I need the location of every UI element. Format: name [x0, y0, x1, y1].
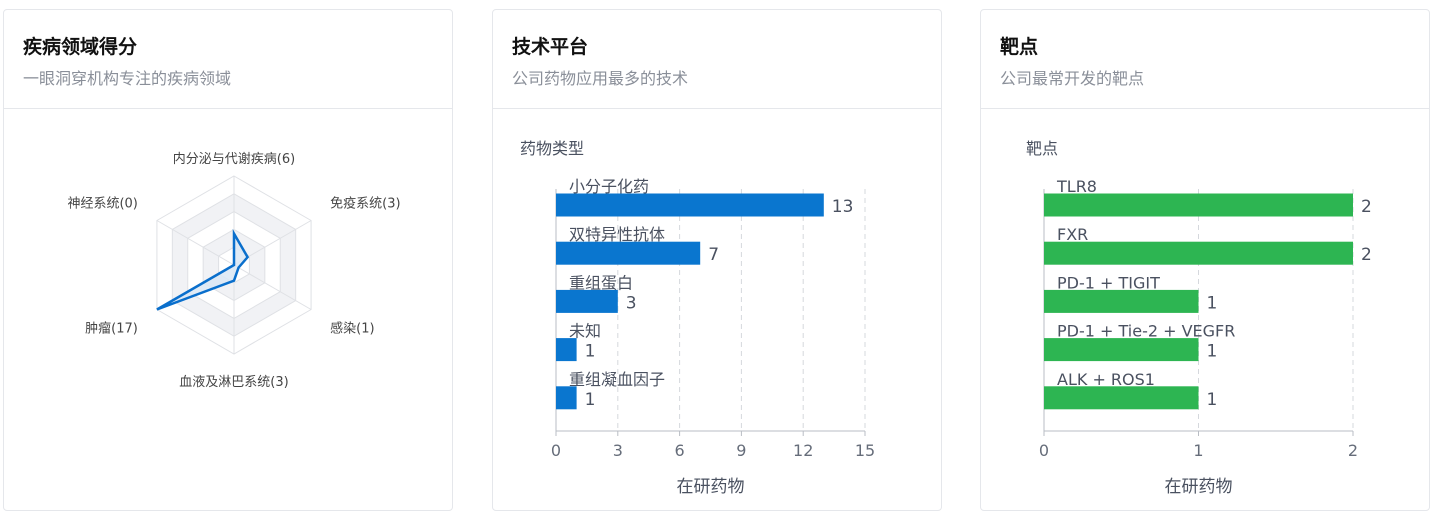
- category-label: ALK + ROS1: [1057, 370, 1155, 389]
- bar: [1044, 241, 1353, 265]
- x-tick-label: 15: [855, 441, 875, 460]
- bar-value-label: 2: [1361, 245, 1372, 265]
- bar: [556, 289, 618, 313]
- category-label: PD-1 + TIGIT: [1057, 273, 1160, 292]
- category-label: 重组蛋白: [569, 273, 633, 292]
- category-label: TLR8: [1056, 177, 1097, 196]
- radar-chart-area: 内分泌与代谢疾病(6) 免疫系统(3) 感染(1) 血液及淋巴系统(3) 肿瘤(17) 神…: [4, 109, 452, 510]
- x-axis-title: 在研药物: [1165, 477, 1233, 497]
- card-title: 技术平台: [512, 36, 589, 58]
- bar-value-label: 1: [1207, 293, 1218, 313]
- card-header: 技术平台 公司药物应用最多的技术: [493, 10, 941, 109]
- category-label: 双特异性抗体: [569, 225, 665, 244]
- x-tick-label: 3: [613, 441, 623, 460]
- tech-platform-card: 技术平台 公司药物应用最多的技术 药物类型 0 3 6 9 12 15 小分子化药 13 双特异性…: [492, 9, 942, 511]
- radar-axis-line: [156, 220, 235, 266]
- bar-value-label: 1: [1207, 390, 1218, 410]
- bar-value-label: 2: [1361, 197, 1372, 217]
- y-axis-title: 药物类型: [520, 139, 584, 158]
- category-label: 重组凝血因子: [569, 370, 665, 389]
- bar: [556, 386, 577, 410]
- category-label: 小分子化药: [569, 177, 649, 196]
- category-label: FXR: [1057, 225, 1088, 244]
- card-subtitle: 一眼洞穿机构专注的疾病领域: [23, 69, 232, 88]
- category-label: 未知: [569, 322, 601, 341]
- bar-value-label: 3: [626, 293, 637, 313]
- radar-axis-label: 肿瘤(17): [85, 321, 138, 337]
- bar: [556, 241, 701, 265]
- bar-value-label: 1: [585, 342, 596, 362]
- card-title: 靶点: [1000, 36, 1039, 58]
- x-tick-label: 2: [1348, 441, 1358, 460]
- radar-axis-label: 免疫系统(3): [330, 196, 400, 212]
- y-axis-title: 靶点: [1026, 139, 1058, 158]
- bar-value-label: 13: [832, 197, 854, 217]
- bar: [1044, 289, 1199, 313]
- radar-axis-line: [233, 264, 312, 310]
- bar-value-label: 1: [585, 390, 596, 410]
- bar: [556, 338, 577, 362]
- category-label: PD-1 + Tie-2 + VEGFR: [1057, 322, 1235, 341]
- radar-chart: 内分泌与代谢疾病(6) 免疫系统(3) 感染(1) 血液及淋巴系统(3) 肿瘤(17) 神…: [67, 151, 400, 390]
- x-tick-label: 6: [675, 441, 685, 460]
- radar-series-area: [156, 228, 250, 311]
- x-tick-label: 1: [1193, 441, 1203, 460]
- x-tick-label: 0: [1039, 441, 1049, 460]
- x-tick-label: 12: [793, 441, 813, 460]
- disease-area-card: 疾病领域得分 一眼洞穿机构专注的疾病领域 内分泌与代谢疾病(6) 免疫系统(3) 感…: [3, 9, 453, 511]
- radar-axis-label: 神经系统(0): [67, 197, 137, 212]
- bar-chart-area: 药物类型 0 3 6 9 12 15 小分子化药 13 双特异性抗体 7 重组蛋白 3 未知 1 重组凝血因子…: [493, 109, 941, 510]
- radar-axis-label: 血液及淋巴系统(3): [179, 375, 288, 390]
- card-subtitle: 公司最常开发的靶点: [1000, 69, 1145, 88]
- x-tick-label: 0: [551, 441, 561, 460]
- bar-chart-area: 靶点 0 1 2 TLR8 2 FXR 2 PD-1 + TIGIT 1 PD-1 + Tie-2 …: [981, 109, 1429, 510]
- bar: [1044, 193, 1353, 217]
- bar: [1044, 338, 1199, 362]
- bar-value-label: 1: [1207, 342, 1218, 362]
- card-header: 靶点 公司最常开发的靶点: [981, 10, 1429, 109]
- bar: [556, 193, 824, 217]
- bar-value-label: 7: [708, 245, 719, 265]
- radar-axis-label: 感染(1): [330, 321, 374, 337]
- card-header: 疾病领域得分 一眼洞穿机构专注的疾病领域: [4, 10, 452, 109]
- bar: [1044, 386, 1199, 410]
- x-axis-title: 在研药物: [677, 477, 745, 497]
- card-title: 疾病领域得分: [23, 36, 138, 58]
- x-tick-label: 9: [736, 441, 746, 460]
- card-subtitle: 公司药物应用最多的技术: [512, 69, 689, 88]
- target-card: 靶点 公司最常开发的靶点 靶点 0 1 2 TLR8 2 FXR 2 PD-1 + TIGIT 1…: [980, 9, 1430, 511]
- radar-axis-label: 内分泌与代谢疾病(6): [173, 151, 295, 167]
